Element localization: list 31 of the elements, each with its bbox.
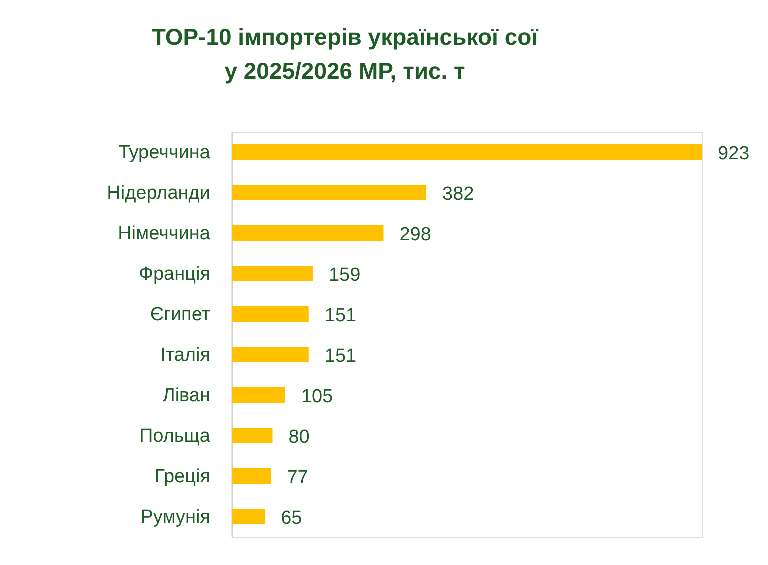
data-label: 65 bbox=[281, 508, 302, 529]
bar bbox=[232, 266, 313, 282]
y-tick-label: Німеччина bbox=[118, 223, 211, 244]
y-tick-label: Греція bbox=[154, 466, 210, 488]
y-tick-label: Франція bbox=[139, 264, 210, 285]
bar bbox=[232, 347, 309, 362]
y-tick-label: Ліван bbox=[162, 385, 210, 406]
data-label: 298 bbox=[400, 224, 432, 246]
bar bbox=[232, 509, 266, 524]
y-tick-label: Нідерланди bbox=[107, 182, 210, 204]
data-label: 80 bbox=[288, 426, 310, 448]
bar bbox=[232, 306, 309, 322]
data-label: 159 bbox=[328, 264, 361, 286]
data-label: 151 bbox=[324, 346, 357, 367]
y-tick-label: Італія bbox=[160, 344, 210, 366]
y-tick-label: Польща bbox=[140, 426, 211, 447]
y-tick-label: Туреччина bbox=[118, 142, 211, 164]
bar bbox=[232, 468, 272, 484]
bar bbox=[232, 388, 286, 403]
bar bbox=[232, 226, 384, 241]
data-label: 151 bbox=[324, 305, 357, 326]
data-label: 77 bbox=[287, 467, 308, 488]
data-label: 923 bbox=[718, 143, 750, 164]
data-label: 105 bbox=[301, 386, 334, 408]
chart-title: ТОР-10 імпортерів української сої у 2025/2026 МР, тис. т bbox=[152, 24, 539, 84]
y-tick-label: Румунія bbox=[140, 506, 210, 528]
bar bbox=[232, 428, 273, 444]
data-label: 382 bbox=[442, 184, 474, 205]
y-tick-label: Єгипет bbox=[150, 304, 211, 326]
bar bbox=[232, 185, 427, 200]
bar bbox=[232, 144, 702, 160]
